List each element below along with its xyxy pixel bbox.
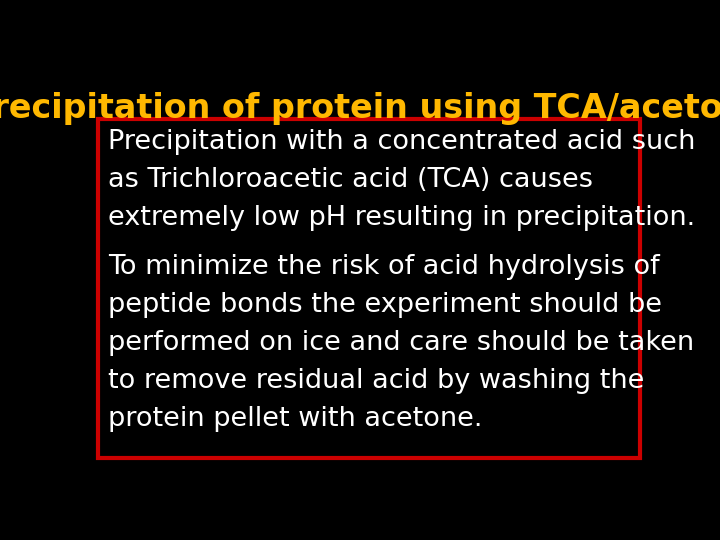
FancyBboxPatch shape	[99, 119, 639, 458]
Text: Precipitation with a concentrated acid such
as Trichloroacetic acid (TCA) causes: Precipitation with a concentrated acid s…	[109, 129, 696, 231]
Text: Precipitation of protein using TCA/acetone: Precipitation of protein using TCA/aceto…	[0, 92, 720, 125]
Text: To minimize the risk of acid hydrolysis of
peptide bonds the experiment should b: To minimize the risk of acid hydrolysis …	[109, 254, 695, 432]
